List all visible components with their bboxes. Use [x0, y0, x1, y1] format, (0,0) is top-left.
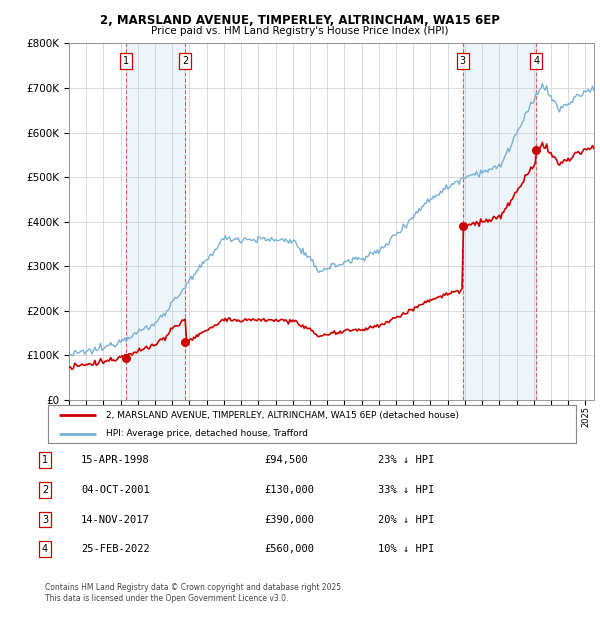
Text: 3: 3: [460, 56, 466, 66]
Point: [181, 337, 190, 347]
Text: £130,000: £130,000: [264, 485, 314, 495]
Text: 14-NOV-2017: 14-NOV-2017: [81, 515, 150, 525]
Text: 2, MARSLAND AVENUE, TIMPERLEY, ALTRINCHAM, WA15 6EP: 2, MARSLAND AVENUE, TIMPERLEY, ALTRINCHA…: [100, 14, 500, 27]
Text: 1: 1: [42, 455, 48, 465]
Text: £94,500: £94,500: [264, 455, 308, 465]
Text: 10% ↓ HPI: 10% ↓ HPI: [378, 544, 434, 554]
Text: 20% ↓ HPI: 20% ↓ HPI: [378, 515, 434, 525]
Text: 4: 4: [533, 56, 539, 66]
Bar: [463, 43, 536, 400]
Text: 4: 4: [42, 544, 48, 554]
Bar: [125, 43, 185, 400]
Text: 04-OCT-2001: 04-OCT-2001: [81, 485, 150, 495]
Point: [121, 353, 130, 363]
Text: 2: 2: [42, 485, 48, 495]
Text: Contains HM Land Registry data © Crown copyright and database right 2025.: Contains HM Land Registry data © Crown c…: [45, 583, 343, 592]
Point: [458, 221, 467, 231]
Text: Price paid vs. HM Land Registry's House Price Index (HPI): Price paid vs. HM Land Registry's House …: [151, 26, 449, 36]
Text: This data is licensed under the Open Government Licence v3.0.: This data is licensed under the Open Gov…: [45, 593, 289, 603]
Text: £560,000: £560,000: [264, 544, 314, 554]
Text: 33% ↓ HPI: 33% ↓ HPI: [378, 485, 434, 495]
Text: 1: 1: [122, 56, 128, 66]
Text: 3: 3: [42, 515, 48, 525]
Text: 23% ↓ HPI: 23% ↓ HPI: [378, 455, 434, 465]
Text: HPI: Average price, detached house, Trafford: HPI: Average price, detached house, Traf…: [106, 429, 308, 438]
Text: £390,000: £390,000: [264, 515, 314, 525]
Text: 2, MARSLAND AVENUE, TIMPERLEY, ALTRINCHAM, WA15 6EP (detached house): 2, MARSLAND AVENUE, TIMPERLEY, ALTRINCHA…: [106, 410, 459, 420]
Text: 25-FEB-2022: 25-FEB-2022: [81, 544, 150, 554]
Text: 15-APR-1998: 15-APR-1998: [81, 455, 150, 465]
Text: 2: 2: [182, 56, 188, 66]
Point: [532, 146, 541, 156]
